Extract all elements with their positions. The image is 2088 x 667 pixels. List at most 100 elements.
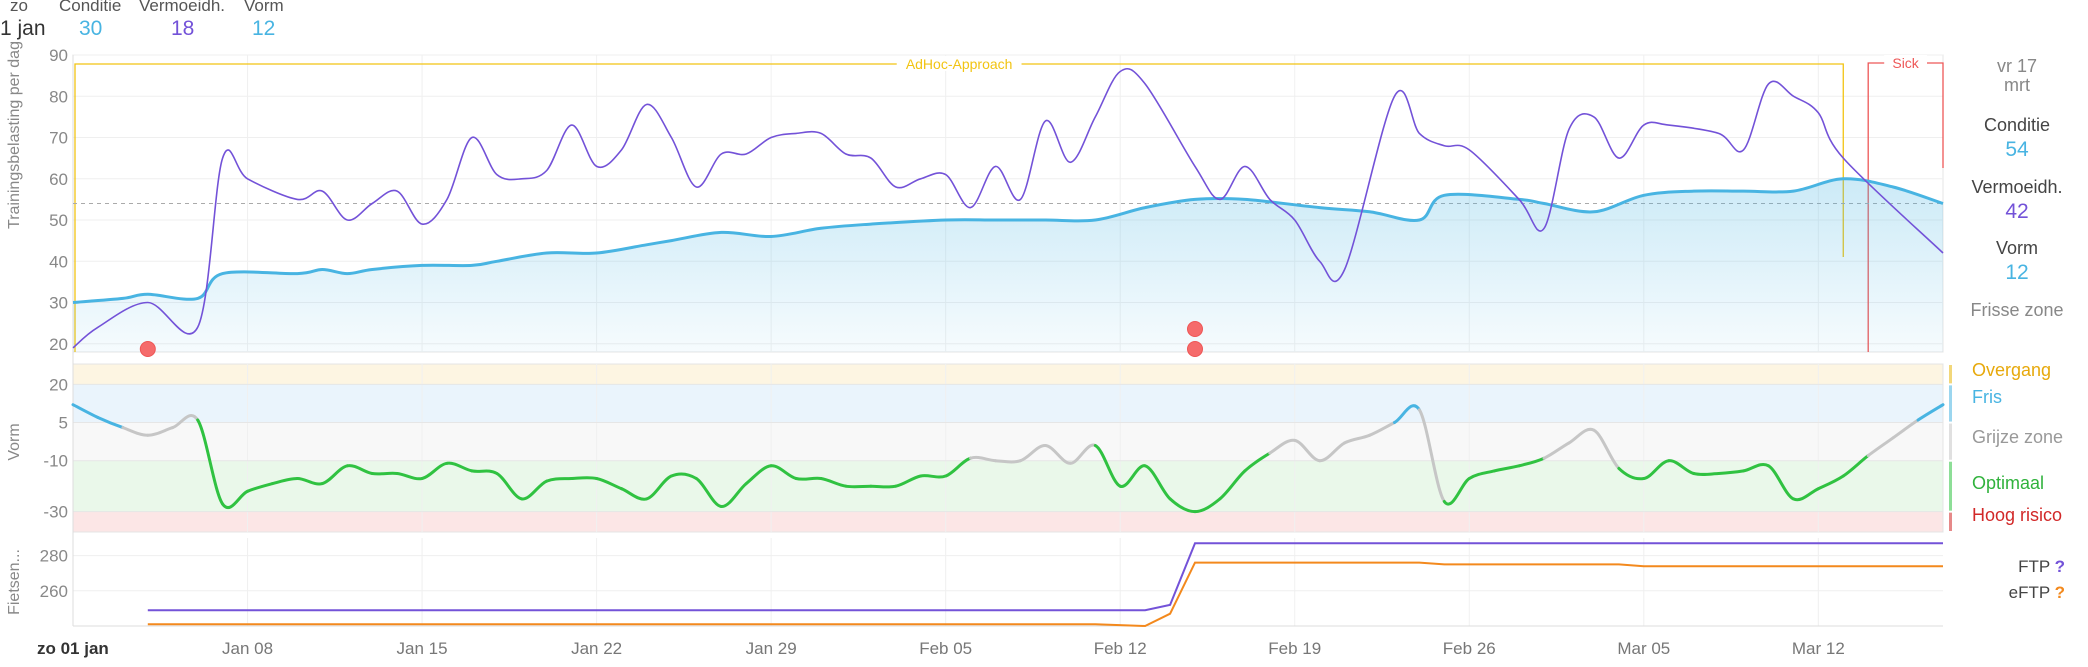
form-line-segment[interactable] <box>1268 438 1297 455</box>
form-line-segment[interactable] <box>1667 459 1696 475</box>
form-line-segment[interactable] <box>570 476 599 480</box>
form-line-segment[interactable] <box>969 455 997 463</box>
event-markers[interactable] <box>139 321 1203 357</box>
sidebar-form-label: Vorm <box>1995 238 2038 258</box>
form-line-segment[interactable] <box>1193 497 1222 514</box>
form-line-segment[interactable] <box>395 472 424 481</box>
fatigue-line[interactable] <box>72 68 1944 349</box>
eftp-legend-value: ? <box>2054 583 2065 602</box>
form-line-segment[interactable] <box>819 477 848 488</box>
form-line-segment[interactable] <box>171 414 200 430</box>
form-line-segment[interactable] <box>121 426 150 437</box>
annotation-label-bg <box>896 56 1022 71</box>
form-line-segment[interactable] <box>545 477 574 483</box>
form-line-segment[interactable] <box>1717 469 1745 475</box>
form-line-segment[interactable] <box>420 461 449 480</box>
form-line-segment[interactable] <box>146 426 175 437</box>
form-line-segment[interactable] <box>1816 474 1845 491</box>
form-line-segment[interactable] <box>470 469 499 475</box>
form-line-segment[interactable] <box>221 489 249 509</box>
x-tick-label: zo 01 jan <box>37 639 109 658</box>
header-fitness-label: Conditie <box>59 0 122 15</box>
eftp-line[interactable] <box>147 561 1943 628</box>
x-tick-label: Feb 05 <box>919 639 972 658</box>
form-line-segment[interactable] <box>1916 403 1945 422</box>
form-line-segment[interactable] <box>719 482 748 508</box>
form-line-segment[interactable] <box>844 484 873 489</box>
event-marker[interactable] <box>1187 341 1203 357</box>
form-zone-band <box>73 364 1943 385</box>
form-line-segment[interactable] <box>1891 418 1920 440</box>
form-line-segment[interactable] <box>1318 441 1347 463</box>
form-line-segment[interactable] <box>769 464 798 480</box>
form-line-segment[interactable] <box>1742 462 1770 473</box>
chart-series[interactable] <box>71 68 1945 628</box>
form-line-segment[interactable] <box>994 459 1022 464</box>
form-line-segment[interactable] <box>919 474 948 479</box>
form-line-segment[interactable] <box>645 474 673 501</box>
form-line-segment[interactable] <box>794 476 823 481</box>
form-line-segment[interactable] <box>694 477 723 508</box>
form-line-segment[interactable] <box>1218 469 1247 501</box>
form-line-segment[interactable] <box>1567 427 1596 445</box>
form-line-segment[interactable] <box>96 416 125 430</box>
form-line-segment[interactable] <box>246 482 274 493</box>
fitness-line[interactable] <box>72 177 1944 304</box>
form-line-segment[interactable] <box>894 474 923 488</box>
form-zone-marker <box>1949 423 1952 460</box>
form-line-segment[interactable] <box>520 479 549 501</box>
event-marker[interactable] <box>1187 321 1203 337</box>
form-line-segment[interactable] <box>295 477 324 486</box>
form-line-segment[interactable] <box>1866 436 1895 458</box>
form-line-segment[interactable] <box>1243 451 1272 473</box>
form-line-segment[interactable] <box>1767 464 1795 501</box>
form-line-segment[interactable] <box>1093 444 1122 488</box>
form-line-segment[interactable] <box>271 477 299 486</box>
form-line-segment[interactable] <box>1692 472 1721 477</box>
form-line-segment[interactable] <box>1467 469 1496 480</box>
form-line-segment[interactable] <box>1019 444 1047 463</box>
y-tick-label: 5 <box>59 414 68 433</box>
form-line-segment[interactable] <box>669 472 698 480</box>
form-line-segment[interactable] <box>1492 464 1521 473</box>
form-line-segment[interactable] <box>1043 444 1072 465</box>
form-line-segment[interactable] <box>1343 433 1371 445</box>
form-line-segment[interactable] <box>944 456 973 478</box>
form-line-segment[interactable] <box>1841 454 1870 478</box>
form-line-segment[interactable] <box>1617 466 1646 481</box>
form-line-segment[interactable] <box>1592 428 1621 470</box>
form-line-segment[interactable] <box>1293 438 1322 463</box>
form-line-segment[interactable] <box>1442 477 1471 506</box>
form-line-segment[interactable] <box>1168 497 1197 514</box>
form-line-segment[interactable] <box>495 472 524 501</box>
form-line-segment[interactable] <box>320 464 349 486</box>
sidebar-fitness-value: 54 <box>2005 138 2029 161</box>
header-form-label: Vorm <box>244 0 284 15</box>
form-line-segment[interactable] <box>1118 464 1147 488</box>
form-line-segment[interactable] <box>1517 456 1546 468</box>
form-line-segment[interactable] <box>1642 459 1671 480</box>
form-line-segment[interactable] <box>1542 441 1571 460</box>
form-line-segment[interactable] <box>370 471 399 476</box>
form-line-segment[interactable] <box>744 464 773 486</box>
eftp-legend-label: eFTP <box>2008 583 2050 602</box>
form-line-segment[interactable] <box>869 484 898 489</box>
form-line-segment[interactable] <box>196 418 225 506</box>
header-day: zo <box>10 0 28 15</box>
form-line-segment[interactable] <box>445 461 474 473</box>
form-line-segment[interactable] <box>620 487 648 501</box>
form-line-segment[interactable] <box>1068 443 1097 465</box>
form-line-segment[interactable] <box>1417 408 1446 503</box>
form-line-segment[interactable] <box>71 403 100 419</box>
form-line-segment[interactable] <box>595 477 623 491</box>
form-line-segment[interactable] <box>345 464 374 475</box>
form-zone-band <box>73 422 1943 461</box>
form-line-segment[interactable] <box>1393 404 1421 424</box>
ftp-line[interactable] <box>147 542 1943 612</box>
form-line-segment[interactable] <box>1143 464 1172 501</box>
form-line-segment[interactable] <box>1368 421 1396 437</box>
event-marker[interactable] <box>139 341 156 357</box>
form-line-segment[interactable] <box>1791 487 1820 502</box>
y-axis-title-load: Trainingsbelasting per dag <box>6 41 23 229</box>
